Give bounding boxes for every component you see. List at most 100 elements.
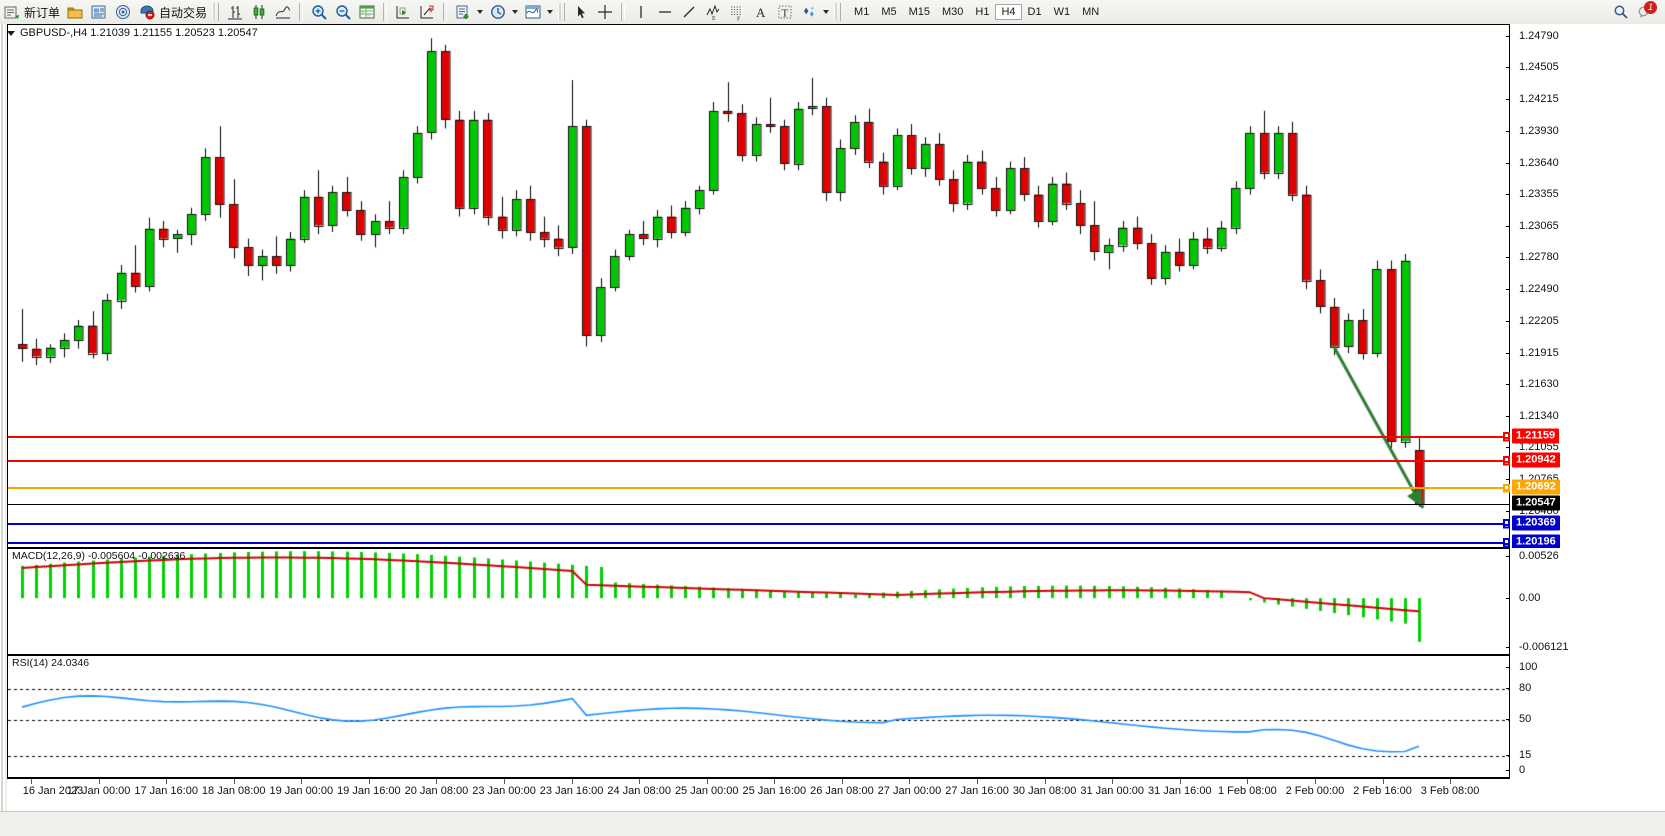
main-toolbar: 新订单 (0, 0, 1665, 25)
alerts-badge[interactable]: 1 (1636, 1, 1657, 21)
target-line-1[interactable] (8, 521, 1510, 529)
level-handle[interactable] (1503, 483, 1510, 491)
time-axis[interactable]: 16 Jan 2023 17 Jan 00:00 17 Jan 16:00 18 Ja… (7, 778, 1510, 811)
toolbar-separator-1 (299, 3, 304, 21)
time-tick (301, 779, 303, 784)
data-window-icon (359, 5, 375, 19)
fibonacci-button[interactable]: F (725, 2, 749, 23)
chevron-down-icon[interactable] (512, 10, 519, 14)
target-line-1-label[interactable]: 1.20369 (1503, 515, 1560, 531)
time-tick (1247, 779, 1249, 784)
toolbar-grip-3[interactable] (834, 3, 842, 21)
target-line-2[interactable] (8, 540, 1510, 548)
timeframe-m5[interactable]: M5 (881, 6, 897, 18)
price-tick: 1.22205 (1506, 315, 1559, 327)
resistance-line-1[interactable] (8, 434, 1510, 442)
chevron-down-icon[interactable] (823, 10, 830, 14)
rsi-tick: 80 (1505, 682, 1531, 694)
current-price-line[interactable] (8, 503, 1509, 505)
collapse-triangle-icon[interactable] (7, 30, 15, 36)
target-line-2-label[interactable]: 1.20196 (1503, 534, 1560, 550)
entry-line-label[interactable]: 1.20692 (1503, 479, 1560, 495)
time-tick (841, 779, 843, 784)
line-chart-button[interactable] (271, 2, 295, 23)
text-label-button[interactable]: T (773, 2, 797, 23)
rsi-scale: 100 80 50 15 0 (1505, 655, 1665, 778)
crosshair-button[interactable] (593, 2, 617, 23)
text-button[interactable]: A (749, 2, 773, 23)
timeframe-w1[interactable]: W1 (1053, 6, 1071, 18)
time-tick (774, 779, 776, 784)
zoom-in-button[interactable] (307, 2, 331, 23)
period-button[interactable] (486, 2, 521, 23)
current-price-line-label[interactable]: 1.20547 (1512, 495, 1560, 511)
level-handle[interactable] (1503, 456, 1510, 464)
time-label: 2 Feb 00:00 (1285, 785, 1345, 797)
bar-chart-button[interactable] (223, 2, 247, 23)
resistance-line-1-label[interactable]: 1.21159 (1503, 428, 1560, 444)
new-order-label: 新订单 (24, 5, 61, 20)
news-button[interactable] (87, 2, 111, 23)
timeframe-h4[interactable]: H4 (995, 4, 1022, 20)
new-order-icon (4, 6, 19, 19)
price-tick: 1.22780 (1506, 251, 1559, 263)
rsi-tick: 100 (1505, 661, 1537, 673)
resistance-line-2[interactable] (8, 458, 1510, 466)
toolbar-grip-2[interactable] (558, 3, 566, 21)
level-handle[interactable] (1503, 538, 1510, 546)
entry-line[interactable] (8, 485, 1510, 493)
chart-shift-button[interactable] (415, 2, 439, 23)
toolbar-grip-1[interactable] (212, 3, 220, 21)
chevron-down-icon[interactable] (547, 10, 554, 14)
time-tick (639, 779, 641, 784)
rsi-tick: 0 (1505, 764, 1525, 776)
rsi-pane[interactable]: RSI(14) 24.0346 (7, 655, 1510, 778)
zoom-out-button[interactable] (331, 2, 355, 23)
timeframe-m15[interactable]: M15 (908, 6, 930, 18)
price-tick: 1.24505 (1506, 61, 1559, 73)
auto-trading-button[interactable]: 自动交易 (135, 2, 210, 23)
add-indicator-button[interactable] (451, 2, 486, 23)
alerts-button[interactable]: 1 (1633, 1, 1659, 23)
time-tick (1314, 779, 1316, 784)
svg-text:F: F (737, 16, 741, 21)
timeframe-mn[interactable]: MN (1082, 6, 1100, 18)
macd-pane[interactable]: MACD(12,26,9) -0.005604 -0.002636 (7, 548, 1510, 655)
auto-trading-label: 自动交易 (159, 5, 208, 20)
timeframe-m1[interactable]: M1 (854, 6, 870, 18)
signal-button[interactable] (111, 2, 135, 23)
search-button[interactable] (1609, 2, 1633, 23)
auto-scroll-button[interactable] (391, 2, 415, 23)
candlestick-chart-button[interactable] (247, 2, 271, 23)
text-icon: A (756, 5, 766, 20)
macd-tick: -0.006121 (1506, 641, 1569, 653)
data-window-button[interactable] (355, 2, 379, 23)
elliott-wave-button[interactable]: E (701, 2, 725, 23)
rsi-title: RSI(14) 24.0346 (12, 657, 90, 669)
time-tick (1044, 779, 1046, 784)
resistance-line-2-label[interactable]: 1.20942 (1503, 452, 1560, 468)
timeframe-selector[interactable]: M1 M5 M15 M30 H1 H4 D1 W1 MN (845, 1, 1108, 23)
vertical-line-button[interactable] (629, 2, 653, 23)
cursor-button[interactable] (569, 2, 593, 23)
horizontal-line-button[interactable] (653, 2, 677, 23)
shapes-button[interactable] (797, 2, 832, 23)
chart-shift-icon (420, 5, 434, 19)
folder-button[interactable] (63, 2, 87, 23)
price-scale[interactable]: 1.24790 1.24505 1.24215 1.23930 1.23640 1.233… (1503, 24, 1665, 550)
price-tick: 1.24215 (1506, 93, 1559, 105)
templates-button[interactable] (521, 2, 556, 23)
time-label: 31 Jan 16:00 (1147, 785, 1212, 797)
level-handle[interactable] (1503, 432, 1510, 440)
level-handle[interactable] (1503, 519, 1510, 527)
price-pane[interactable] (7, 24, 1510, 548)
candlestick-canvas[interactable] (8, 25, 1509, 547)
timeframe-h1[interactable]: H1 (975, 6, 990, 18)
trendline-button[interactable] (677, 2, 701, 23)
timeframe-m30[interactable]: M30 (942, 6, 964, 18)
new-order-button[interactable]: 新订单 (0, 2, 63, 23)
timeframe-d1[interactable]: D1 (1027, 6, 1042, 18)
chevron-down-icon[interactable] (477, 10, 484, 14)
news-icon (91, 5, 106, 19)
